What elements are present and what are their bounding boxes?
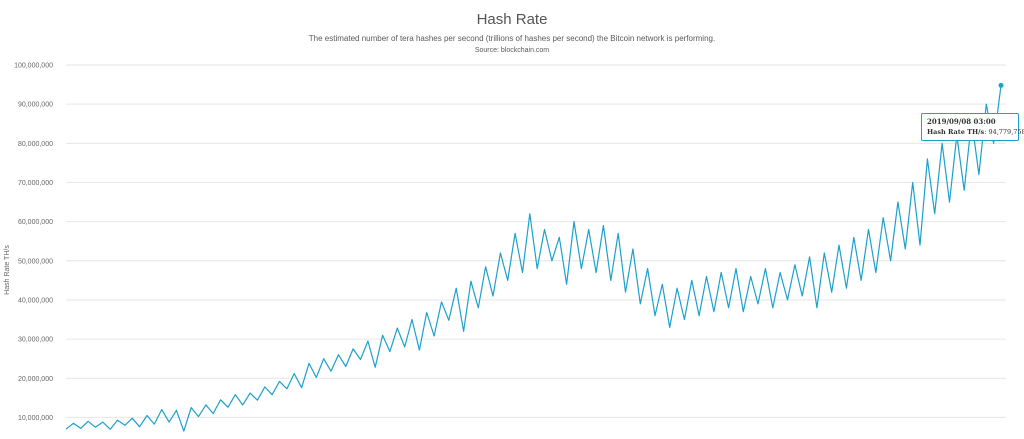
y-tick-label: 100,000,000 bbox=[14, 63, 53, 70]
tooltip-row: Hash Rate TH/s: 94,779,758 bbox=[927, 128, 1024, 136]
y-tick-label: 90,000,000 bbox=[18, 102, 53, 109]
y-tick-label: 30,000,000 bbox=[18, 337, 53, 344]
tooltip-key: Hash Rate TH/s bbox=[927, 128, 985, 136]
y-tick-label: 40,000,000 bbox=[18, 297, 53, 304]
tooltip-date: 2019/09/08 03:00 bbox=[927, 117, 996, 126]
hash-rate-series-line[interactable] bbox=[65, 85, 1002, 432]
chart-subtitle: The estimated number of tera hashes per … bbox=[308, 34, 716, 43]
data-tooltip: 2019/09/08 03:00 Hash Rate TH/s: 94,779,… bbox=[921, 113, 1024, 141]
y-tick-label: 50,000,000 bbox=[18, 258, 53, 265]
y-tick-label: 10,000,000 bbox=[18, 415, 53, 422]
y-tick-label: 70,000,000 bbox=[18, 180, 53, 187]
y-tick-label: 60,000,000 bbox=[18, 219, 53, 226]
chart-source: Source: blockchain.com bbox=[474, 47, 550, 54]
tooltip-value: 94,779,758 bbox=[988, 128, 1024, 136]
chart-title: Hash Rate bbox=[476, 11, 548, 28]
y-axis-label: Hash Rate TH/s bbox=[4, 245, 11, 295]
y-tick-label: 20,000,000 bbox=[18, 376, 53, 383]
grid-lines bbox=[66, 64, 1006, 418]
hover-point[interactable] bbox=[998, 82, 1004, 88]
y-axis-tick-labels: 10,000,000 20,000,000 30,000,000 40,000,000… bbox=[14, 63, 53, 422]
y-tick-label: 80,000,000 bbox=[18, 141, 53, 148]
